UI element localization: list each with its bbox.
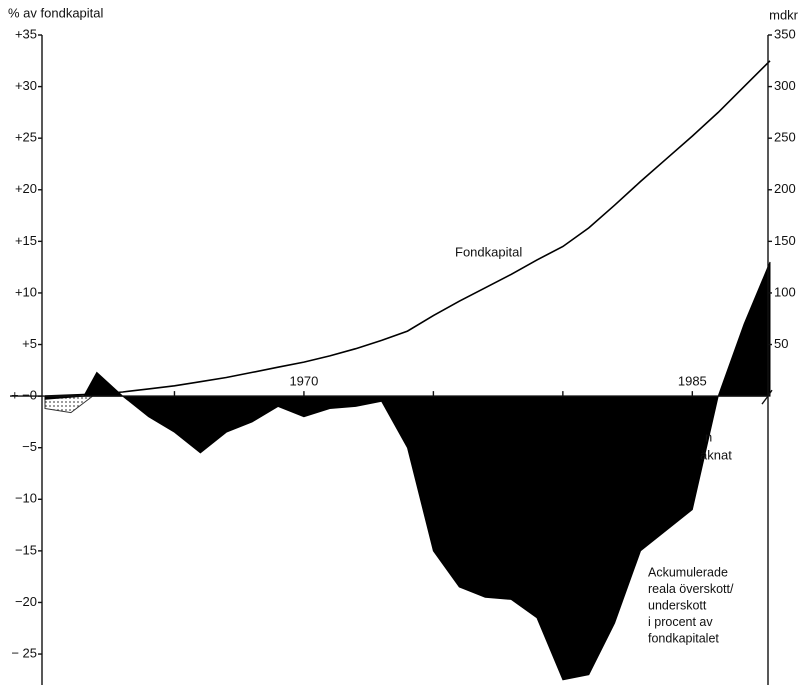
y-axis-label: % av fondkapital — [8, 5, 104, 20]
y-tick-label: +5 — [22, 336, 37, 351]
y-tick-label: +20 — [15, 181, 37, 196]
annotation: fondkapitalet — [648, 631, 719, 645]
y2-tick-label: 100 — [774, 284, 796, 299]
y2-tick-label: 350 — [774, 26, 796, 41]
y-tick-label: −20 — [15, 594, 37, 609]
y-tick-label: − 25 — [11, 645, 37, 660]
y-tick-label: +25 — [15, 130, 37, 145]
y-tick-label: −15 — [15, 542, 37, 557]
annotation: n — [705, 429, 712, 444]
y-tick-label: +10 — [15, 284, 37, 299]
axis-arrow — [761, 389, 773, 405]
y-tick-label: −5 — [22, 439, 37, 454]
x-tick-label: 1985 — [678, 374, 707, 389]
x-tick-label: 1970 — [289, 374, 318, 389]
annotation: reala överskott/ — [648, 582, 734, 596]
y2-axis-label: mdkr — [769, 7, 799, 22]
y-tick-label: +35 — [15, 26, 37, 41]
annotation: Ackumulerade — [648, 565, 728, 579]
fund-capital-line — [44, 60, 771, 397]
annotation: underskott — [648, 598, 707, 612]
y-tick-label: +30 — [15, 78, 37, 93]
y2-tick-label: 300 — [774, 78, 796, 93]
y-tick-label: −10 — [15, 491, 37, 506]
y-tick-label: + −0 — [11, 388, 37, 403]
y2-tick-label: 50 — [774, 336, 788, 351]
filled-area — [44, 261, 771, 681]
y2-tick-label: 250 — [774, 130, 796, 145]
y2-tick-label: 150 — [774, 233, 796, 248]
annotation: i procent av — [648, 615, 713, 629]
y-tick-label: +15 — [15, 233, 37, 248]
series-label: Fondkapital — [455, 244, 522, 259]
y2-tick-label: 200 — [774, 181, 796, 196]
annotation: äknat — [700, 447, 732, 462]
